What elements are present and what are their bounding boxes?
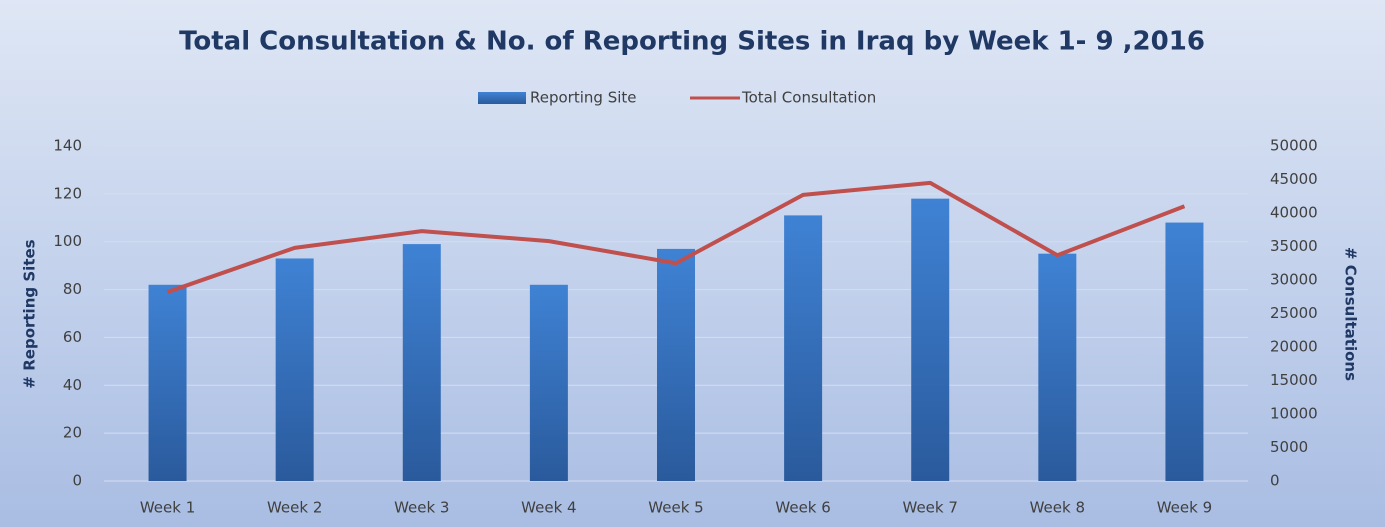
x-tick-label: Week 2 — [267, 499, 322, 517]
y-tick-label: 40 — [63, 376, 82, 394]
y2-tick-label: 5000 — [1270, 438, 1308, 456]
y-tick-label: 20 — [63, 424, 82, 442]
bar — [1165, 222, 1204, 482]
y2-tick-label: 45000 — [1270, 170, 1318, 188]
bar — [402, 244, 441, 481]
y2-tick-label: 50000 — [1270, 137, 1318, 155]
line — [166, 180, 1186, 294]
x-tick-label: Week 7 — [903, 499, 958, 517]
bar — [529, 284, 568, 481]
legend-swatch — [478, 92, 526, 104]
y2-tick-label: 20000 — [1270, 338, 1318, 356]
y-axis-title: # Reporting Sites — [21, 239, 39, 388]
x-tick-label: Week 1 — [140, 499, 195, 517]
legend-label: Total Consultation — [741, 89, 876, 107]
x-tick-label: Week 8 — [1030, 499, 1085, 517]
y2-tick-label: 35000 — [1270, 237, 1318, 255]
y2-tick-label: 25000 — [1270, 304, 1318, 322]
y2-tick-label: 15000 — [1270, 371, 1318, 389]
y-tick-label: 0 — [72, 472, 82, 490]
chart-title: Total Consultation & No. of Reporting Si… — [179, 27, 1205, 57]
x-tick-label: Week 9 — [1157, 499, 1212, 517]
y-tick-label: 80 — [63, 280, 82, 298]
y2-tick-label: 10000 — [1270, 405, 1318, 423]
x-tick-label: Week 5 — [648, 499, 703, 517]
legend-label: Reporting Site — [530, 89, 637, 107]
y2-tick-label: 30000 — [1270, 271, 1318, 289]
y2-tick-label: 0 — [1270, 472, 1280, 490]
x-tick-label: Week 3 — [394, 499, 449, 517]
y2-axis-title: # Consultations — [1342, 247, 1360, 381]
bar — [1038, 253, 1077, 481]
y2-tick-label: 40000 — [1270, 204, 1318, 222]
y-tick-label: 60 — [63, 328, 82, 346]
bar — [657, 248, 695, 481]
y-tick-label: 100 — [53, 232, 82, 250]
x-tick-label: Week 6 — [775, 499, 830, 517]
x-tick-label: Week 4 — [521, 499, 576, 517]
bar — [911, 198, 950, 481]
y-tick-label: 120 — [53, 184, 82, 202]
bar — [148, 284, 187, 481]
y-tick-label: 140 — [53, 137, 82, 155]
bar — [275, 258, 314, 481]
bar — [784, 215, 823, 481]
